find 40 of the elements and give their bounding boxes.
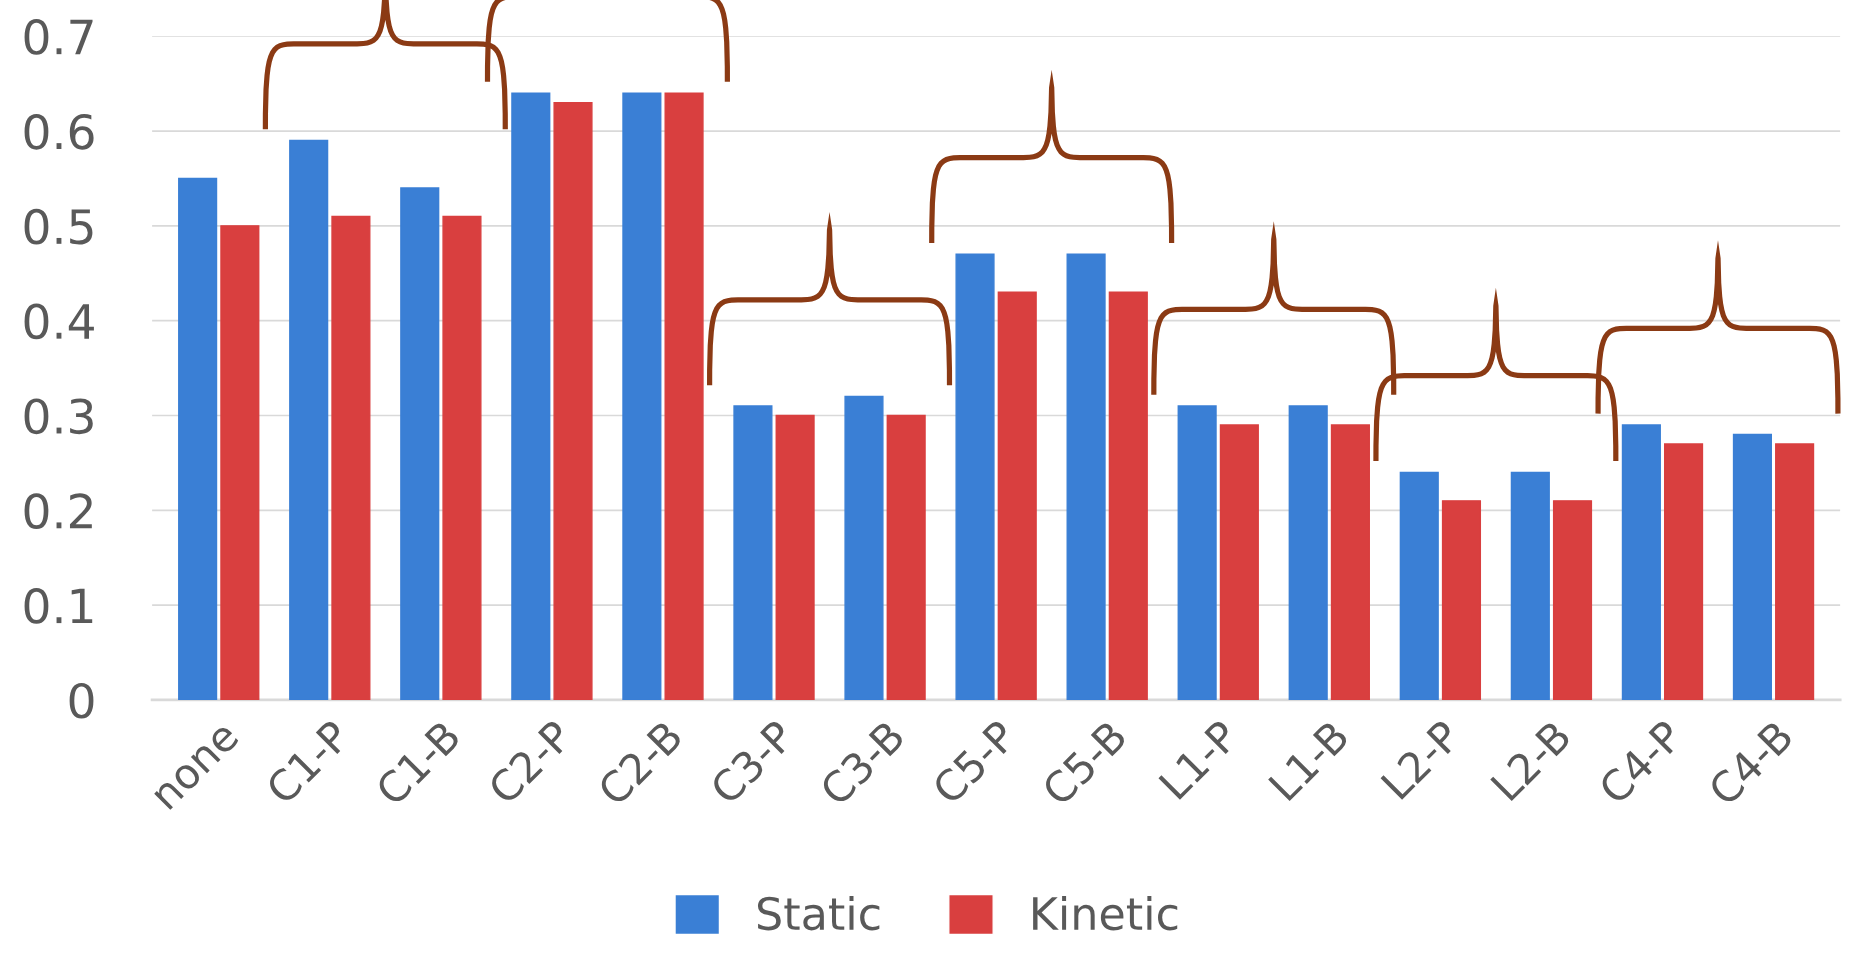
bar: [400, 187, 440, 700]
bar: [511, 92, 551, 700]
bar: [1330, 424, 1370, 700]
bar: [442, 215, 482, 700]
bar: [733, 405, 773, 700]
y-tick-label: 0.5: [24, 208, 93, 245]
y-tick-label: 0.3: [24, 398, 93, 435]
bar: [997, 291, 1037, 700]
bar: [331, 215, 371, 700]
bar: [1663, 443, 1704, 700]
bar: [1399, 471, 1439, 700]
y-tick-label: 0.2: [24, 493, 92, 529]
bar: [1510, 471, 1550, 700]
bar: [886, 414, 926, 700]
bar: [622, 92, 662, 700]
bar: [955, 253, 995, 700]
bar: [178, 177, 218, 700]
bar: [1732, 433, 1773, 700]
y-tick-label: 0.1: [24, 588, 93, 624]
bar: [1219, 424, 1259, 700]
legend-label: Kinetic: [1033, 895, 1178, 931]
bar: [1177, 405, 1217, 700]
y-tick-label: 0.7: [24, 19, 93, 55]
bar: [220, 225, 260, 700]
bar: [1552, 500, 1593, 700]
bar: [1288, 405, 1328, 700]
bar: [1108, 291, 1148, 700]
bar: [289, 139, 329, 700]
bar: [1621, 424, 1661, 700]
y-tick-label: 0: [69, 682, 94, 719]
legend-label: Static: [757, 895, 880, 931]
y-tick-label: 0.6: [24, 113, 94, 150]
bar: [553, 101, 593, 700]
bar: [664, 92, 704, 700]
bar: [844, 395, 884, 700]
bar: [1775, 443, 1815, 700]
bar: [1441, 500, 1482, 700]
y-tick-label: 0.4: [24, 303, 94, 340]
bar: [1066, 253, 1106, 700]
bar: [775, 414, 815, 700]
